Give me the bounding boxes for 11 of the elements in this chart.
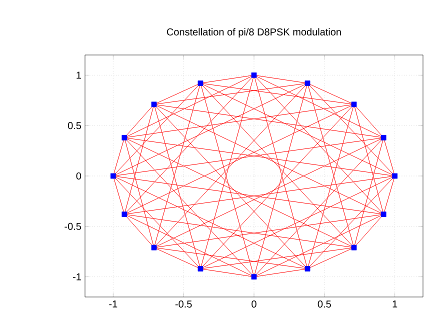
y-tick-label: -1: [73, 273, 81, 280]
y-tick-label: 0: [76, 172, 82, 180]
y-tick-label: -0.5: [64, 222, 82, 230]
x-tick-label: 0: [252, 300, 256, 308]
y-tick-label: 1: [76, 72, 81, 79]
chart-title: Constellation of pi/8 D8PSK modulation: [166, 28, 341, 38]
y-tick-label: 0.5: [68, 122, 82, 130]
x-tick-label: -1: [109, 300, 118, 308]
x-tick-label: -0.5: [175, 300, 192, 308]
x-tick-label: 1: [392, 300, 398, 308]
x-tick-label: 0.5: [318, 300, 331, 308]
